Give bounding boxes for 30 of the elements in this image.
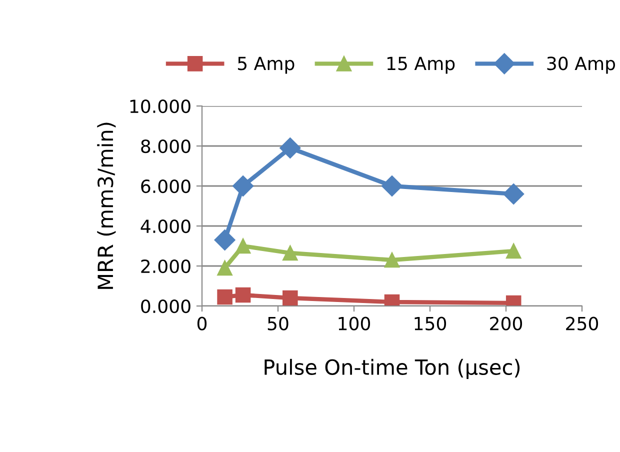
x-tick-label: 150 [414, 316, 446, 330]
point [217, 260, 232, 276]
y-tick-label: 6.000 [141, 179, 190, 194]
x-tick-label: 100 [338, 316, 370, 330]
y-tick-label: 4.000 [140, 219, 190, 234]
x-tick-label: 250 [566, 316, 598, 330]
legend-label: 5 Amp [238, 56, 294, 74]
x-tick-label: 200 [490, 316, 522, 330]
y-axis-title: MRR (mm3/min) [97, 122, 116, 289]
point [235, 238, 251, 254]
point [381, 175, 403, 197]
point [232, 175, 254, 197]
point [214, 229, 236, 251]
y-tick-label: 0.000 [141, 299, 190, 314]
x-tick-label: 50 [268, 316, 288, 330]
point [235, 287, 251, 303]
point [280, 137, 301, 159]
point [217, 289, 232, 305]
y-tick-label: 2.000 [141, 259, 190, 274]
legend-label: 30 Amp [547, 56, 616, 74]
y-tick-label: 8.000 [141, 139, 190, 154]
point [503, 183, 524, 205]
x-tick-label: 0 [197, 316, 207, 330]
y-tick-label: 10.000 [130, 99, 190, 114]
point [282, 245, 298, 261]
legend-label: 15 Amp [387, 56, 455, 74]
point [506, 243, 522, 259]
x-axis-title: Pulse On-time Ton (µsec) [264, 358, 520, 380]
point [384, 252, 400, 268]
point [282, 290, 298, 306]
